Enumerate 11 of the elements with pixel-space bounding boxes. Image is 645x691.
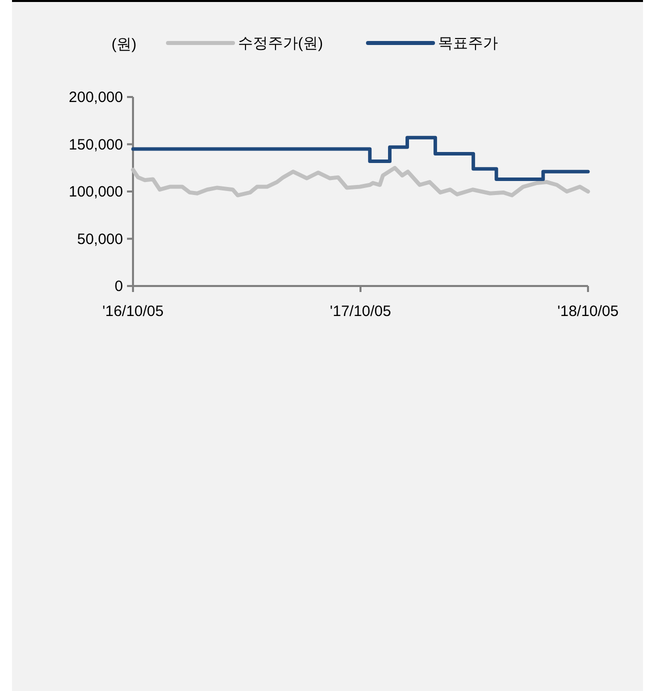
y-tick-label: 100,000 — [68, 184, 123, 200]
y-axis-title: (원) — [112, 36, 136, 53]
legend-label: 목표주가 — [438, 35, 498, 52]
y-tick-label: 0 — [114, 278, 123, 295]
legend-label: 수정주가(원) — [238, 35, 323, 52]
x-tick-label: '16/10/05 — [102, 303, 164, 320]
x-tick-label: '17/10/05 — [330, 303, 392, 320]
y-tick-label: 50,000 — [77, 230, 123, 248]
y-tick-label: 150,000 — [68, 136, 123, 154]
x-tick-label: '18/10/05 — [557, 303, 619, 320]
y-tick-label: 200,000 — [68, 89, 123, 106]
